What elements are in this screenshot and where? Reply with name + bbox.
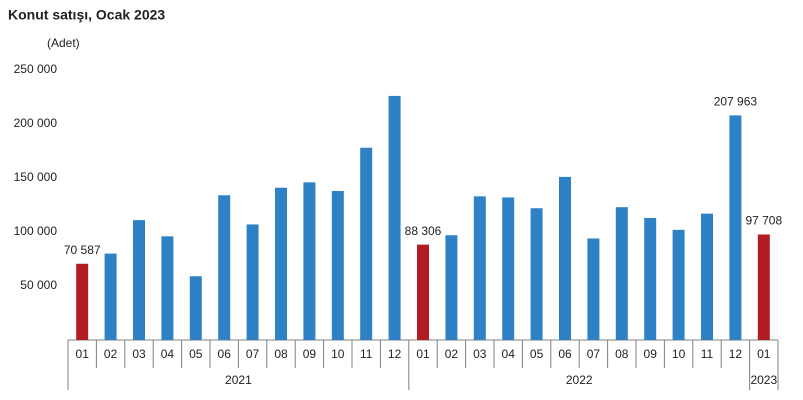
x-tick-label: 10 xyxy=(672,347,686,361)
bar xyxy=(104,253,117,340)
y-tick-label: 250 000 xyxy=(14,62,58,76)
group-label: 2021 xyxy=(225,373,252,387)
x-tick-label: 01 xyxy=(76,347,90,361)
bar xyxy=(133,220,145,340)
x-tick-label: 03 xyxy=(473,347,487,361)
bar xyxy=(445,235,458,340)
bar xyxy=(757,234,770,340)
bar xyxy=(587,238,600,340)
bar xyxy=(331,190,344,340)
bar xyxy=(530,208,543,340)
value-label: 70 587 xyxy=(64,243,101,257)
bar xyxy=(246,224,259,340)
bar xyxy=(417,244,429,340)
x-tick-label: 11 xyxy=(360,347,373,361)
x-tick-label: 07 xyxy=(587,347,601,361)
value-label: 97 708 xyxy=(745,214,782,228)
x-tick-label: 01 xyxy=(416,347,430,361)
x-tick-label: 09 xyxy=(303,347,317,361)
value-label: 88 306 xyxy=(405,224,442,238)
x-tick-label: 06 xyxy=(218,347,232,361)
bar xyxy=(218,195,231,340)
bar xyxy=(303,182,316,340)
value-label: 207 963 xyxy=(714,95,758,109)
x-tick-label: 01 xyxy=(757,347,771,361)
bar xyxy=(76,263,89,340)
bar xyxy=(388,95,401,340)
x-tick-label: 08 xyxy=(615,347,629,361)
x-tick-label: 05 xyxy=(530,347,544,361)
x-tick-label: 02 xyxy=(445,347,459,361)
y-tick-label: 50 000 xyxy=(20,278,57,292)
chart-title: Konut satışı, Ocak 2023 xyxy=(8,7,165,23)
bar xyxy=(473,196,486,340)
y-tick-label: 100 000 xyxy=(14,224,58,238)
x-tick-label: 04 xyxy=(502,347,516,361)
x-tick-label: 03 xyxy=(132,347,146,361)
bar xyxy=(161,236,174,340)
y-unit: (Adet) xyxy=(47,36,80,50)
x-tick-label: 02 xyxy=(104,347,118,361)
group-label: 2022 xyxy=(566,373,593,387)
x-tick-label: 04 xyxy=(161,347,175,361)
y-tick-label: 200 000 xyxy=(14,116,58,130)
x-tick-label: 07 xyxy=(246,347,260,361)
x-tick-label: 05 xyxy=(189,347,203,361)
x-tick-label: 11 xyxy=(701,347,714,361)
x-tick-label: 10 xyxy=(331,347,345,361)
x-tick-label: 09 xyxy=(644,347,658,361)
bar xyxy=(672,229,685,340)
bar xyxy=(615,207,628,340)
bar xyxy=(502,197,515,340)
bar xyxy=(189,276,202,340)
bar xyxy=(559,176,571,340)
x-tick-label: 12 xyxy=(729,347,743,361)
bar xyxy=(360,147,373,340)
bar xyxy=(729,115,742,340)
y-tick-label: 150 000 xyxy=(14,170,58,184)
group-label: 2023 xyxy=(750,373,777,387)
x-tick-label: 12 xyxy=(388,347,402,361)
bar xyxy=(644,217,657,340)
x-tick-label: 08 xyxy=(274,347,288,361)
bar xyxy=(275,187,287,340)
bar xyxy=(701,213,713,340)
x-tick-label: 06 xyxy=(558,347,572,361)
